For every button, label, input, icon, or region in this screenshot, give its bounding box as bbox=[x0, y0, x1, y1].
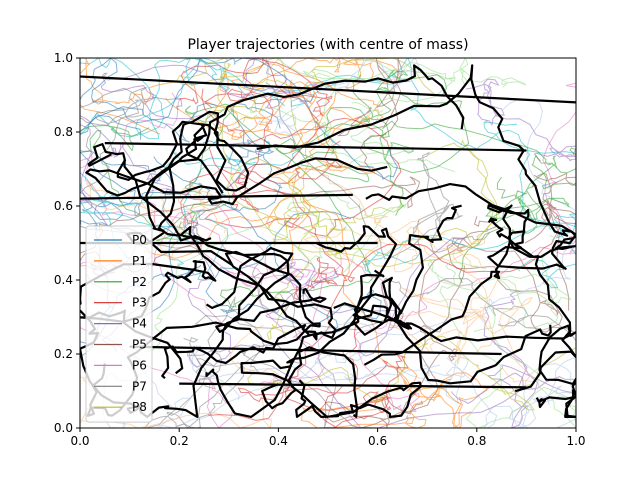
y-tick-label: 0.0 bbox=[54, 421, 73, 435]
trajectory-line bbox=[361, 120, 576, 275]
legend-label: P3 bbox=[132, 296, 147, 310]
x-tick-label: 0.6 bbox=[368, 434, 387, 448]
chart-title: Player trajectories (with centre of mass… bbox=[187, 37, 468, 53]
legend-label: P1 bbox=[132, 254, 147, 268]
x-tick-label: 0.8 bbox=[467, 434, 486, 448]
x-axis: 0.0 0.2 0.4 0.6 0.8 1.0 bbox=[70, 428, 586, 448]
legend-label: P2 bbox=[132, 275, 147, 289]
centre-of-mass-line bbox=[240, 304, 552, 410]
y-tick-label: 0.8 bbox=[54, 125, 73, 139]
centre-of-mass-line bbox=[365, 183, 576, 393]
centre-of-mass-line bbox=[161, 226, 337, 380]
trajectory-line bbox=[135, 58, 411, 140]
centre-of-mass-line bbox=[256, 64, 576, 258]
trajectory-line bbox=[388, 226, 489, 366]
trajectory-line bbox=[183, 209, 524, 428]
legend-label: P8 bbox=[132, 400, 147, 414]
centre-of-mass-line bbox=[179, 382, 527, 389]
trajectory-line bbox=[465, 78, 576, 162]
x-tick-label: 1.0 bbox=[566, 434, 585, 448]
x-tick-label: 0.0 bbox=[70, 434, 89, 448]
trajectory-line bbox=[400, 272, 537, 383]
y-axis: 0.0 0.2 0.4 0.6 0.8 1.0 bbox=[54, 51, 80, 435]
trajectory-line bbox=[231, 58, 400, 126]
centre-of-mass-line bbox=[316, 225, 410, 336]
y-tick-label: 1.0 bbox=[54, 51, 73, 65]
y-tick-label: 0.6 bbox=[54, 199, 73, 213]
centre-of-mass-line bbox=[205, 204, 462, 418]
trajectory-line bbox=[271, 142, 495, 260]
trajectory-line bbox=[176, 58, 403, 229]
centre-of-mass-line bbox=[333, 302, 576, 418]
centre-of-mass-line bbox=[288, 346, 422, 418]
trajectory-line bbox=[320, 324, 458, 428]
centre-of-mass-line bbox=[87, 143, 327, 333]
x-tick-label: 0.4 bbox=[269, 434, 288, 448]
trajectory-line bbox=[382, 120, 576, 221]
trajectory-line bbox=[258, 79, 338, 185]
legend-label: P5 bbox=[132, 338, 147, 352]
plot-frame bbox=[79, 57, 577, 429]
legend-label: P6 bbox=[132, 358, 147, 372]
trajectory-line bbox=[483, 290, 576, 428]
centre-of-mass-lines bbox=[80, 64, 576, 418]
trajectory-line bbox=[143, 194, 452, 402]
trajectory-line bbox=[205, 58, 498, 268]
centre-of-mass-line bbox=[116, 110, 250, 242]
trajectory-line bbox=[458, 176, 570, 284]
centre-of-mass-line bbox=[80, 193, 353, 200]
legend-label: P0 bbox=[132, 233, 147, 247]
trajectory-line bbox=[250, 58, 456, 167]
trajectory-line bbox=[314, 98, 576, 381]
trajectory-line bbox=[446, 357, 576, 428]
centre-of-mass-line bbox=[363, 204, 530, 366]
trajectory-line bbox=[80, 58, 266, 141]
centre-of-mass-line bbox=[129, 345, 502, 356]
x-tick-label: 0.2 bbox=[170, 434, 189, 448]
legend-label: P4 bbox=[132, 317, 147, 331]
trajectory-line bbox=[212, 73, 376, 270]
centre-of-mass-line bbox=[80, 75, 576, 104]
trajectory-line bbox=[145, 191, 408, 353]
trajectory-line bbox=[225, 157, 346, 341]
legend: P0 P1 P2 P3 P4 P5 P6 P7 P8 bbox=[85, 225, 153, 423]
trajectory-line bbox=[80, 86, 204, 263]
legend-label: P7 bbox=[132, 379, 147, 393]
y-tick-label: 0.4 bbox=[54, 273, 73, 287]
trajectory-line bbox=[265, 82, 491, 260]
trajectory-line bbox=[524, 172, 576, 311]
trajectory-line bbox=[153, 210, 420, 413]
centre-of-mass-line bbox=[85, 123, 388, 206]
y-tick-label: 0.2 bbox=[54, 347, 73, 361]
centre-of-mass-line bbox=[104, 142, 527, 152]
trajectory-lines bbox=[80, 58, 576, 428]
trajectory-line bbox=[205, 198, 382, 333]
